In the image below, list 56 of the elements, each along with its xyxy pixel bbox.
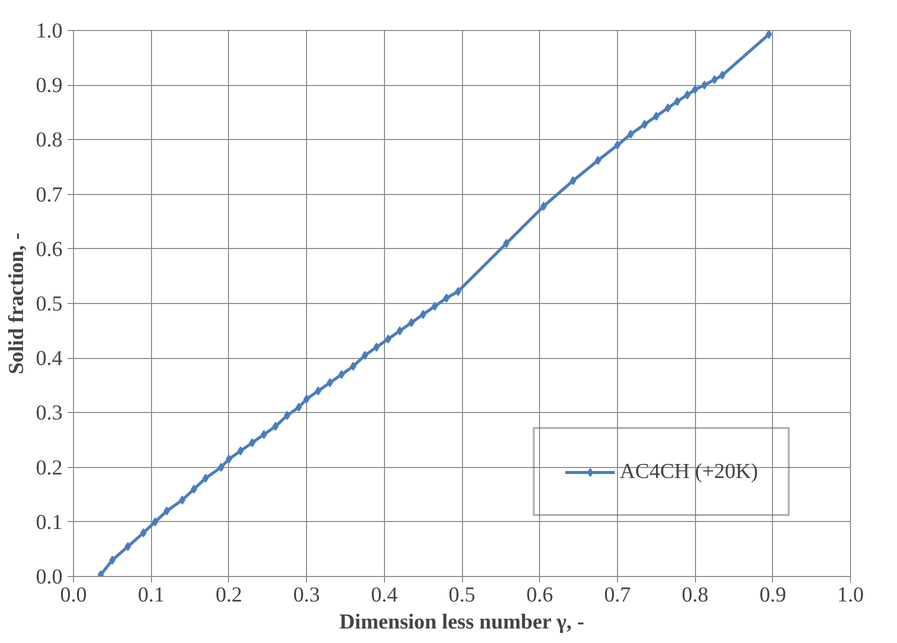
- point: [190, 484, 198, 494]
- point: [570, 176, 576, 186]
- y-tick-label: 0.5: [36, 292, 63, 316]
- point: [124, 542, 132, 551]
- y-tick-label: 0.6: [36, 236, 63, 261]
- point: [338, 370, 345, 379]
- x-tick-label: 1.0: [837, 582, 864, 606]
- point: [664, 104, 672, 113]
- point: [692, 84, 698, 94]
- point: [218, 462, 224, 472]
- point: [594, 156, 602, 165]
- x-tick-label: 0.7: [604, 582, 632, 606]
- point: [272, 422, 279, 431]
- x-tick-label: 0.3: [293, 582, 320, 606]
- y-tick-label: 0.0: [36, 564, 63, 588]
- x-tick-label: 0.8: [682, 582, 708, 606]
- point: [237, 446, 244, 456]
- point: [326, 378, 334, 388]
- point: [701, 80, 708, 90]
- point: [109, 556, 116, 565]
- y-axis-title: Solid fraction, -: [4, 232, 28, 374]
- point: [711, 75, 718, 84]
- point: [766, 30, 772, 39]
- point: [303, 394, 310, 404]
- point: [396, 326, 404, 336]
- y-tick-label: 0.9: [36, 73, 63, 98]
- point: [614, 140, 621, 150]
- point: [152, 517, 158, 526]
- x-tick-label: 0.9: [759, 582, 786, 606]
- y-tick-label: 1.0: [36, 18, 63, 42]
- point: [373, 342, 380, 352]
- y-tick-label: 0.2: [36, 455, 63, 480]
- point: [362, 350, 368, 360]
- x-tick-label: 0.0: [60, 582, 87, 606]
- y-tick-label: 0.4: [36, 346, 63, 370]
- y-tick-label: 0.3: [36, 400, 63, 425]
- x-tick-label: 0.6: [526, 582, 554, 606]
- y-tick-label: 0.7: [36, 182, 63, 206]
- point: [641, 120, 648, 129]
- x-tick-label: 0.1: [138, 582, 165, 606]
- point: [627, 130, 634, 139]
- point: [140, 528, 147, 538]
- x-tick-label: 0.4: [370, 582, 398, 606]
- point: [540, 202, 547, 211]
- point: [202, 474, 209, 483]
- x-tick-label: 0.2: [216, 582, 242, 606]
- y-tick-label: 0.1: [36, 510, 63, 534]
- point: [226, 454, 232, 464]
- point: [454, 286, 462, 296]
- point: [260, 430, 268, 440]
- point: [408, 318, 415, 328]
- point: [420, 310, 426, 319]
- point: [443, 294, 450, 303]
- x-axis-title: Dimension less number γ, -: [339, 610, 584, 634]
- y-tick-label: 0.8: [36, 128, 63, 152]
- x-tick-label: 0.5: [448, 582, 476, 606]
